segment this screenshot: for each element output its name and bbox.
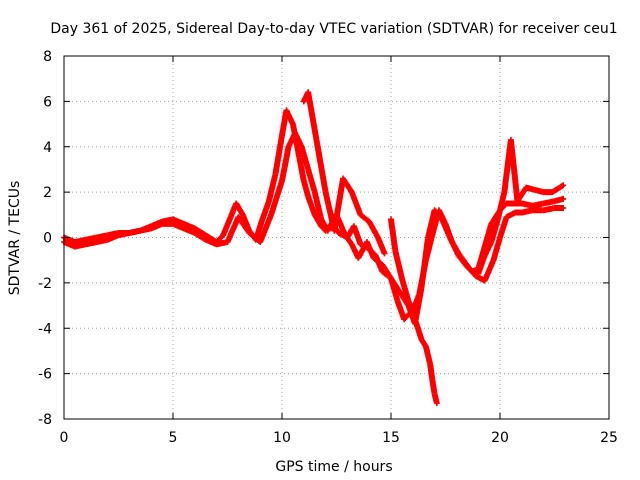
x-tick-label: 20 — [491, 430, 509, 446]
data-point — [340, 175, 354, 194]
data-points — [61, 89, 567, 407]
data-point — [475, 254, 488, 277]
x-tick-label: 10 — [273, 430, 291, 446]
data-point — [220, 217, 233, 239]
data-point — [350, 223, 363, 246]
data-point — [374, 234, 387, 255]
data-point — [560, 195, 567, 202]
data-point — [388, 275, 402, 294]
data-point — [279, 145, 292, 184]
chart-title: Day 361 of 2025, Sidereal Day-to-day VTE… — [50, 21, 617, 37]
data-point — [422, 343, 433, 366]
data-point — [455, 252, 470, 269]
data-point — [405, 298, 418, 321]
y-tick-label: -2 — [38, 276, 52, 292]
data-point — [514, 185, 529, 205]
y-tick-label: 0 — [43, 231, 52, 247]
data-point — [283, 107, 296, 126]
data-point — [488, 217, 501, 245]
data-point — [388, 216, 399, 253]
y-tick-label: -4 — [38, 321, 52, 337]
data-point — [298, 143, 311, 171]
data-point — [235, 214, 252, 235]
data-point — [494, 190, 507, 223]
data-point — [446, 234, 461, 258]
y-tick-label: 8 — [43, 49, 52, 65]
data-point — [431, 207, 444, 219]
data-point — [292, 130, 304, 149]
data-point — [481, 240, 494, 259]
series-5 — [475, 136, 567, 277]
data-point — [490, 236, 503, 264]
data-point — [305, 89, 329, 194]
data-point — [259, 199, 272, 223]
y-tick-label: 2 — [43, 185, 52, 201]
data-point — [257, 213, 274, 245]
y-tick-label: 6 — [43, 94, 52, 110]
data-point — [438, 214, 453, 239]
x-tick-label: 0 — [60, 430, 69, 446]
data-point — [394, 298, 407, 321]
y-tick-label: 4 — [43, 140, 52, 156]
series-2 — [61, 130, 567, 327]
series-4 — [388, 216, 440, 407]
data-point — [379, 261, 394, 281]
data-point — [348, 189, 363, 217]
grid — [64, 56, 609, 419]
data-point — [481, 222, 494, 250]
data-point — [433, 400, 440, 407]
data-point — [342, 232, 354, 246]
y-axis-title: SDTVAR / TECUs — [7, 181, 23, 296]
data-point — [560, 182, 567, 189]
data-point — [331, 177, 346, 234]
data-point — [560, 205, 567, 211]
data-point — [305, 193, 318, 217]
data-point — [464, 264, 478, 278]
data-point — [497, 215, 510, 241]
data-point — [381, 250, 388, 257]
x-tick-label: 25 — [600, 430, 618, 446]
data-point — [412, 316, 425, 342]
x-axis-title: GPS time / hours — [275, 459, 392, 475]
x-tick-label: 15 — [382, 430, 400, 446]
data-point — [481, 258, 496, 284]
data-point — [370, 254, 384, 267]
y-tick-label: -8 — [38, 412, 52, 428]
y-tick-label: -6 — [38, 367, 52, 383]
data-point — [305, 166, 318, 194]
data-point — [268, 179, 285, 218]
data-point — [357, 211, 371, 224]
data-point — [418, 236, 431, 291]
x-tick-label: 5 — [169, 430, 178, 446]
series-3 — [300, 89, 388, 257]
data-point — [507, 136, 521, 203]
data-point — [272, 133, 285, 177]
data-point — [366, 218, 381, 240]
data-point — [364, 239, 376, 260]
data-point — [300, 177, 311, 199]
axis-ticks: 0 5 10 15 20 25 -8 -6 -4 -2 0 2 4 6 8 — [38, 49, 618, 446]
